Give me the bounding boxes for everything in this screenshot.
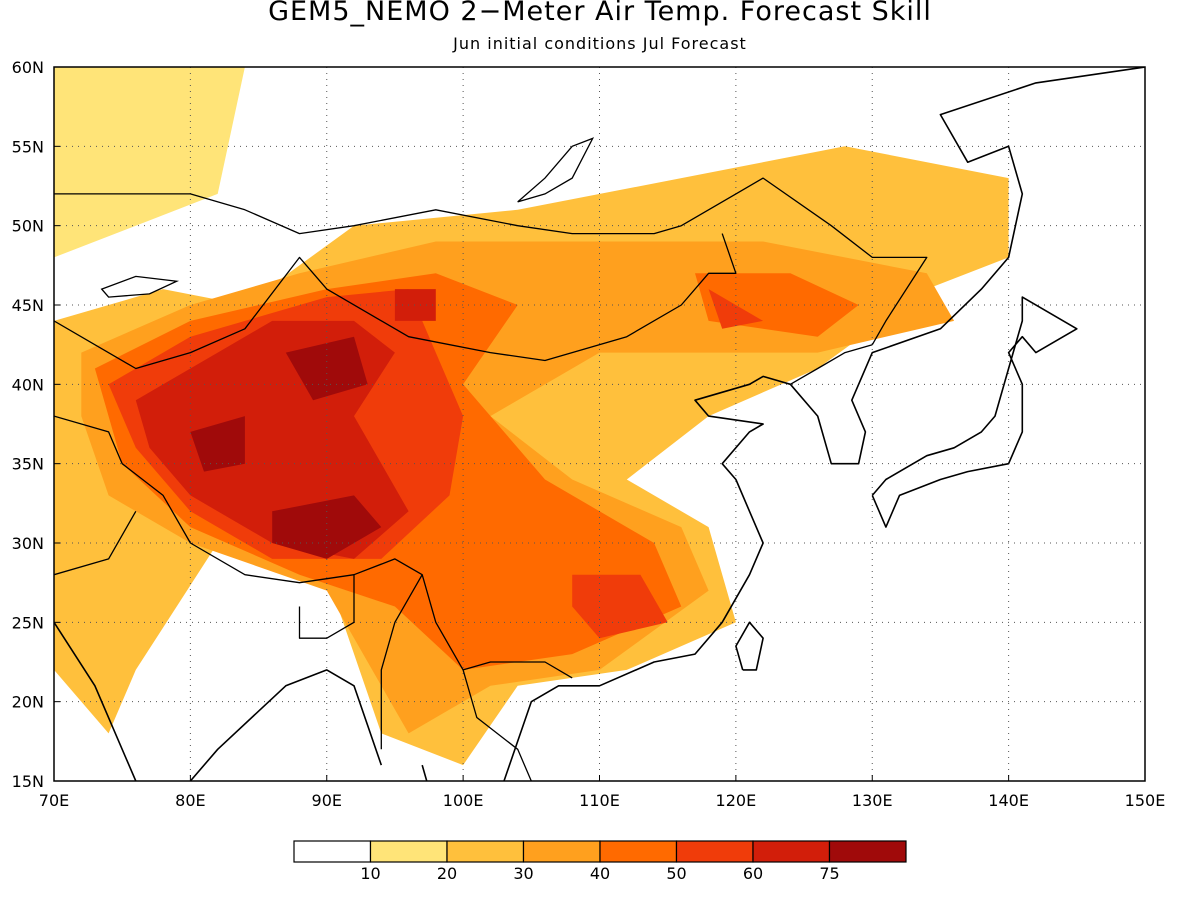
colorbar-label: 60 bbox=[743, 864, 763, 883]
colorbar-swatch bbox=[522, 840, 601, 863]
colorbar-swatch bbox=[599, 840, 678, 863]
lat-tick-label: 20N bbox=[12, 693, 44, 712]
coastline-0 bbox=[54, 621, 137, 781]
skill-region-7 bbox=[708, 289, 764, 329]
lon-tick-label: 70E bbox=[39, 791, 69, 810]
axis-ticks: 70E 80E 90E 100E 110E 120E 130E 140E 150E 15N 20N 2… bbox=[12, 58, 1166, 810]
colorbar: 10 20 30 40 50 60 75 bbox=[293, 840, 907, 883]
gridlines bbox=[54, 67, 1145, 781]
coastline-5 bbox=[735, 621, 764, 671]
colorbar-swatch bbox=[369, 840, 448, 863]
lake-1 bbox=[100, 275, 180, 298]
skill-region-10 bbox=[272, 495, 382, 559]
border-4 bbox=[380, 574, 423, 750]
colorbar-label: 20 bbox=[437, 864, 457, 883]
colorbar-swatch bbox=[446, 840, 525, 863]
coastline-3 bbox=[503, 67, 1145, 781]
border-5 bbox=[462, 669, 532, 781]
lat-tick-label: 50N bbox=[12, 217, 44, 236]
colorbar-label: 40 bbox=[590, 864, 610, 883]
skill-region-0 bbox=[54, 67, 245, 258]
lat-tick-label: 35N bbox=[12, 455, 44, 474]
lon-tick-label: 130E bbox=[852, 791, 893, 810]
colorbar-swatch bbox=[828, 840, 907, 863]
colorbar-label: 50 bbox=[666, 864, 686, 883]
colorbar-swatch bbox=[752, 840, 831, 863]
skill-region-6 bbox=[572, 574, 668, 639]
lat-tick-label: 30N bbox=[12, 534, 44, 553]
colorbar-swatch bbox=[675, 840, 754, 863]
border-1 bbox=[54, 233, 737, 370]
lake-0 bbox=[517, 137, 595, 203]
lat-tick-label: 60N bbox=[12, 58, 44, 77]
coastline-1 bbox=[189, 669, 383, 781]
map-lines bbox=[54, 67, 1145, 781]
chart-title: GEM5_NEMO 2−Meter Air Temp. Forecast Ski… bbox=[268, 0, 932, 27]
skill-region-11 bbox=[190, 416, 245, 472]
lat-tick-label: 55N bbox=[12, 137, 44, 156]
lat-tick-label: 15N bbox=[12, 772, 44, 791]
lon-tick-label: 150E bbox=[1125, 791, 1166, 810]
colorbar-label: 30 bbox=[513, 864, 533, 883]
lon-tick-label: 80E bbox=[175, 791, 205, 810]
chart-subtitle: Jun initial conditions Jul Forecast bbox=[453, 34, 747, 53]
coastline-4 bbox=[871, 296, 1078, 528]
skill-shading-layer bbox=[54, 67, 1009, 766]
lat-tick-label: 25N bbox=[12, 613, 44, 632]
border-0 bbox=[54, 177, 928, 346]
lat-tick-label: 45N bbox=[12, 296, 44, 315]
colorbar-label: 10 bbox=[360, 864, 380, 883]
lon-tick-label: 110E bbox=[579, 791, 620, 810]
lon-tick-label: 120E bbox=[716, 791, 757, 810]
colorbar-label: 75 bbox=[819, 864, 839, 883]
border-3 bbox=[298, 574, 355, 639]
lat-tick-label: 40N bbox=[12, 375, 44, 394]
skill-region-12 bbox=[394, 289, 436, 321]
lon-tick-label: 140E bbox=[988, 791, 1029, 810]
lon-tick-label: 100E bbox=[443, 791, 484, 810]
border-6 bbox=[54, 510, 137, 576]
border-7 bbox=[790, 344, 873, 385]
colorbar-swatch bbox=[293, 840, 372, 863]
lon-tick-label: 90E bbox=[312, 791, 342, 810]
